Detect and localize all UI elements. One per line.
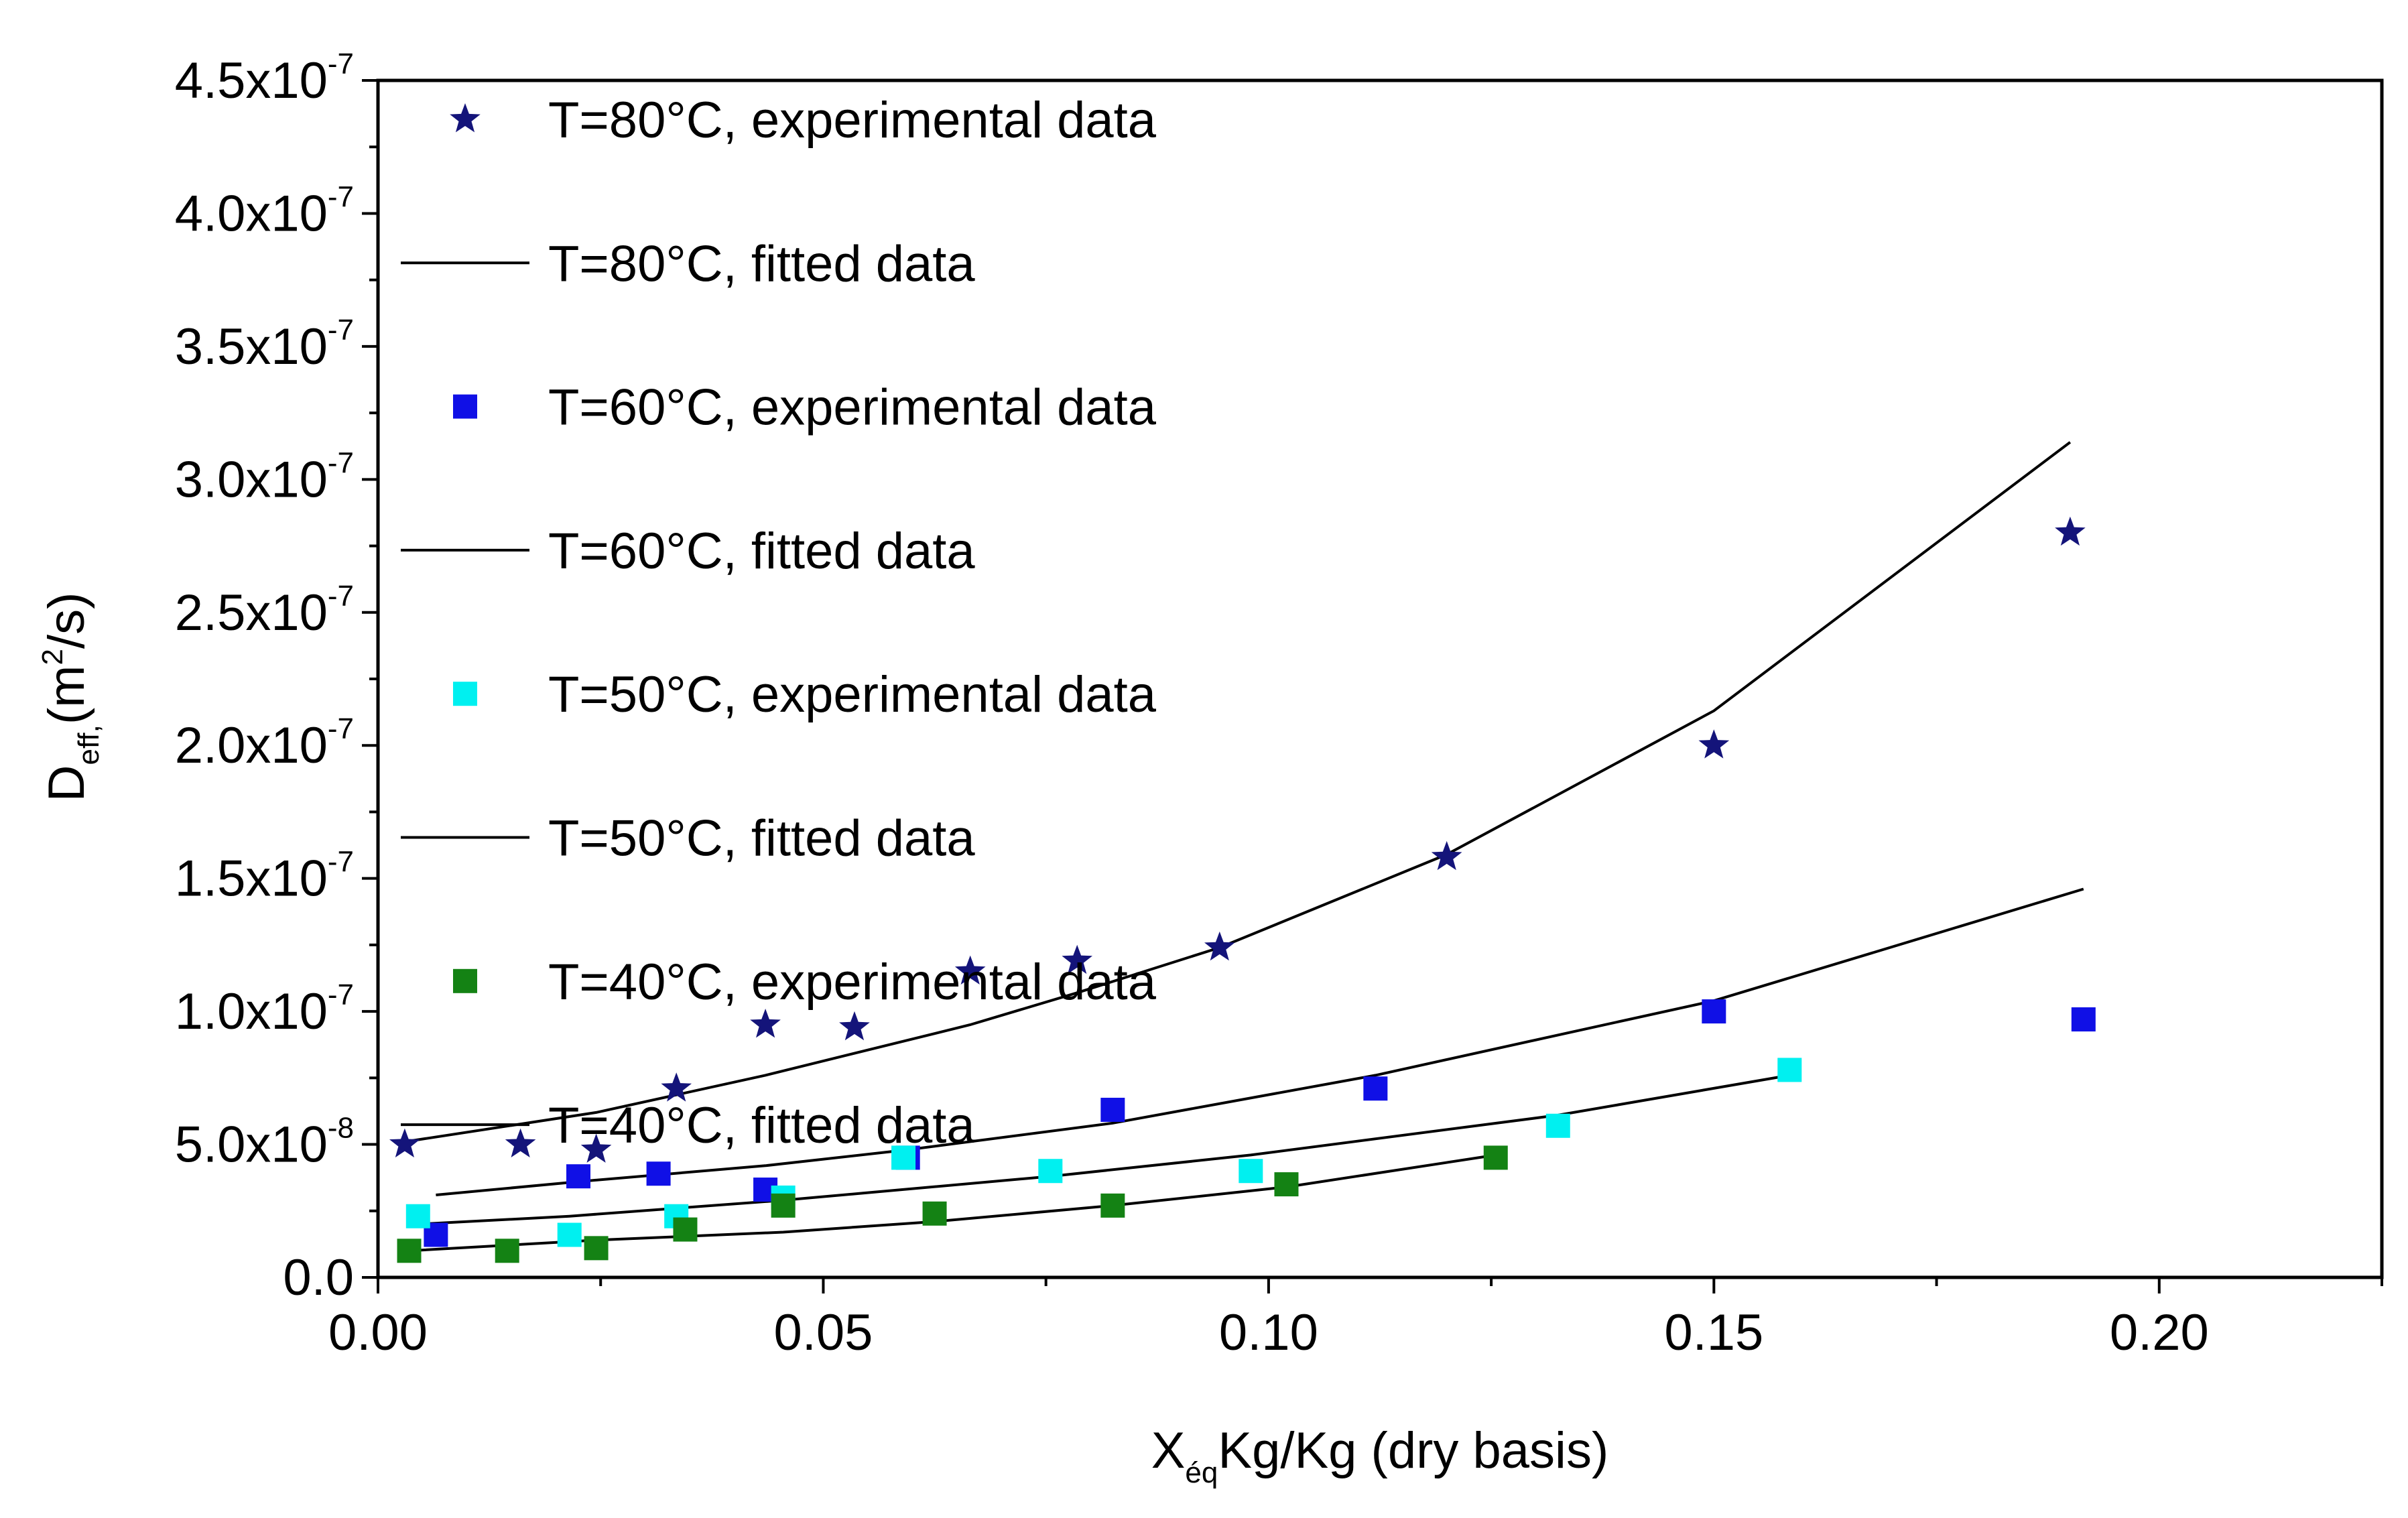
x-axis-ticks: 0.00 0.05 0.10 0.15 0.20	[328, 1277, 2383, 1361]
data-point-series-0	[1698, 729, 1730, 759]
legend-marker-swatch	[453, 682, 477, 706]
data-point-series-2	[2071, 1007, 2096, 1032]
data-point-series-6	[922, 1201, 947, 1226]
data-point-series-4	[1545, 1113, 1570, 1138]
y-tick-label: 3.0x10-7	[175, 446, 354, 508]
x-tick-label: 0.10	[1219, 1304, 1318, 1361]
y-tick-label: 1.0x10-7	[175, 978, 354, 1040]
data-point-series-2	[1702, 999, 1726, 1024]
data-points	[389, 516, 2096, 1263]
data-point-series-6	[584, 1236, 609, 1261]
legend-label: T=50°C, fitted data	[548, 810, 975, 867]
data-point-series-0	[839, 1011, 870, 1041]
data-point-series-4	[1038, 1159, 1063, 1184]
data-point-series-0	[1062, 944, 1092, 974]
legend-marker-swatch	[450, 103, 481, 133]
data-point-series-6	[673, 1217, 698, 1242]
legend-label: T=60°C, fitted data	[548, 523, 975, 580]
legend: T=80°C, experimental data T=80°C, fitted …	[401, 92, 1157, 1154]
data-point-series-0	[580, 1133, 612, 1163]
data-point-series-2	[566, 1164, 590, 1189]
legend-marker-swatch	[453, 394, 477, 419]
data-point-series-0	[750, 1009, 781, 1038]
data-point-series-2	[646, 1161, 671, 1186]
legend-label: T=80°C, experimental data	[548, 92, 1157, 149]
data-point-series-0	[2055, 516, 2086, 546]
data-point-series-2	[1363, 1076, 1388, 1101]
data-point-series-4	[557, 1222, 582, 1247]
legend-label: T=40°C, fitted data	[548, 1097, 975, 1154]
y-tick-label: 2.0x10-7	[175, 712, 354, 774]
y-tick-label: 3.5x10-7	[175, 314, 354, 375]
data-point-series-4	[405, 1204, 430, 1228]
y-tick-label: 4.5x10-7	[175, 48, 354, 109]
fitted-line-series-3	[436, 887, 2084, 1196]
x-tick-label: 0.20	[2110, 1304, 2209, 1361]
data-point-series-6	[1483, 1145, 1508, 1170]
legend-label: T=80°C, fitted data	[548, 235, 975, 292]
legend-label: T=50°C, experimental data	[548, 666, 1157, 723]
y-tick-label: 2.5x10-7	[175, 580, 354, 641]
y-axis-title: Deff,(m2/s)	[36, 592, 105, 802]
data-point-series-6	[397, 1239, 422, 1263]
data-point-series-0	[505, 1128, 536, 1157]
data-point-series-6	[1100, 1193, 1125, 1218]
data-point-series-6	[1274, 1172, 1299, 1197]
data-point-series-6	[771, 1193, 796, 1218]
y-tick-label: 1.5x10-7	[175, 846, 354, 907]
data-point-series-0	[954, 955, 986, 985]
x-tick-label: 0.05	[773, 1304, 873, 1361]
data-point-series-0	[389, 1128, 420, 1157]
y-tick-label: 4.0x10-7	[175, 180, 354, 242]
x-tick-label: 0.00	[328, 1304, 428, 1361]
data-point-series-2	[1100, 1097, 1125, 1122]
fitted-line-series-1	[404, 441, 2072, 1143]
y-tick-label: 0.0	[283, 1249, 354, 1306]
data-point-series-4	[1777, 1058, 1802, 1082]
y-tick-label: 5.0x10-8	[175, 1112, 354, 1174]
y-axis-ticks: 0.0 5.0x10-8 1.0x10-7 1.5x10-7 2.0x10-7 2.5x1…	[175, 48, 378, 1306]
data-point-series-0	[1204, 931, 1235, 961]
legend-label: T=60°C, experimental data	[548, 379, 1157, 436]
x-axis-title: XéqKg/Kg (dry basis)	[1151, 1422, 1609, 1489]
data-point-series-4	[891, 1145, 916, 1170]
data-point-series-4	[1239, 1159, 1263, 1184]
legend-marker-swatch	[453, 968, 477, 993]
data-point-series-0	[1431, 840, 1462, 871]
legend-label: T=40°C, experimental data	[548, 954, 1157, 1011]
data-point-series-6	[495, 1239, 519, 1263]
x-tick-label: 0.15	[1664, 1304, 1763, 1361]
data-point-series-0	[661, 1072, 692, 1102]
